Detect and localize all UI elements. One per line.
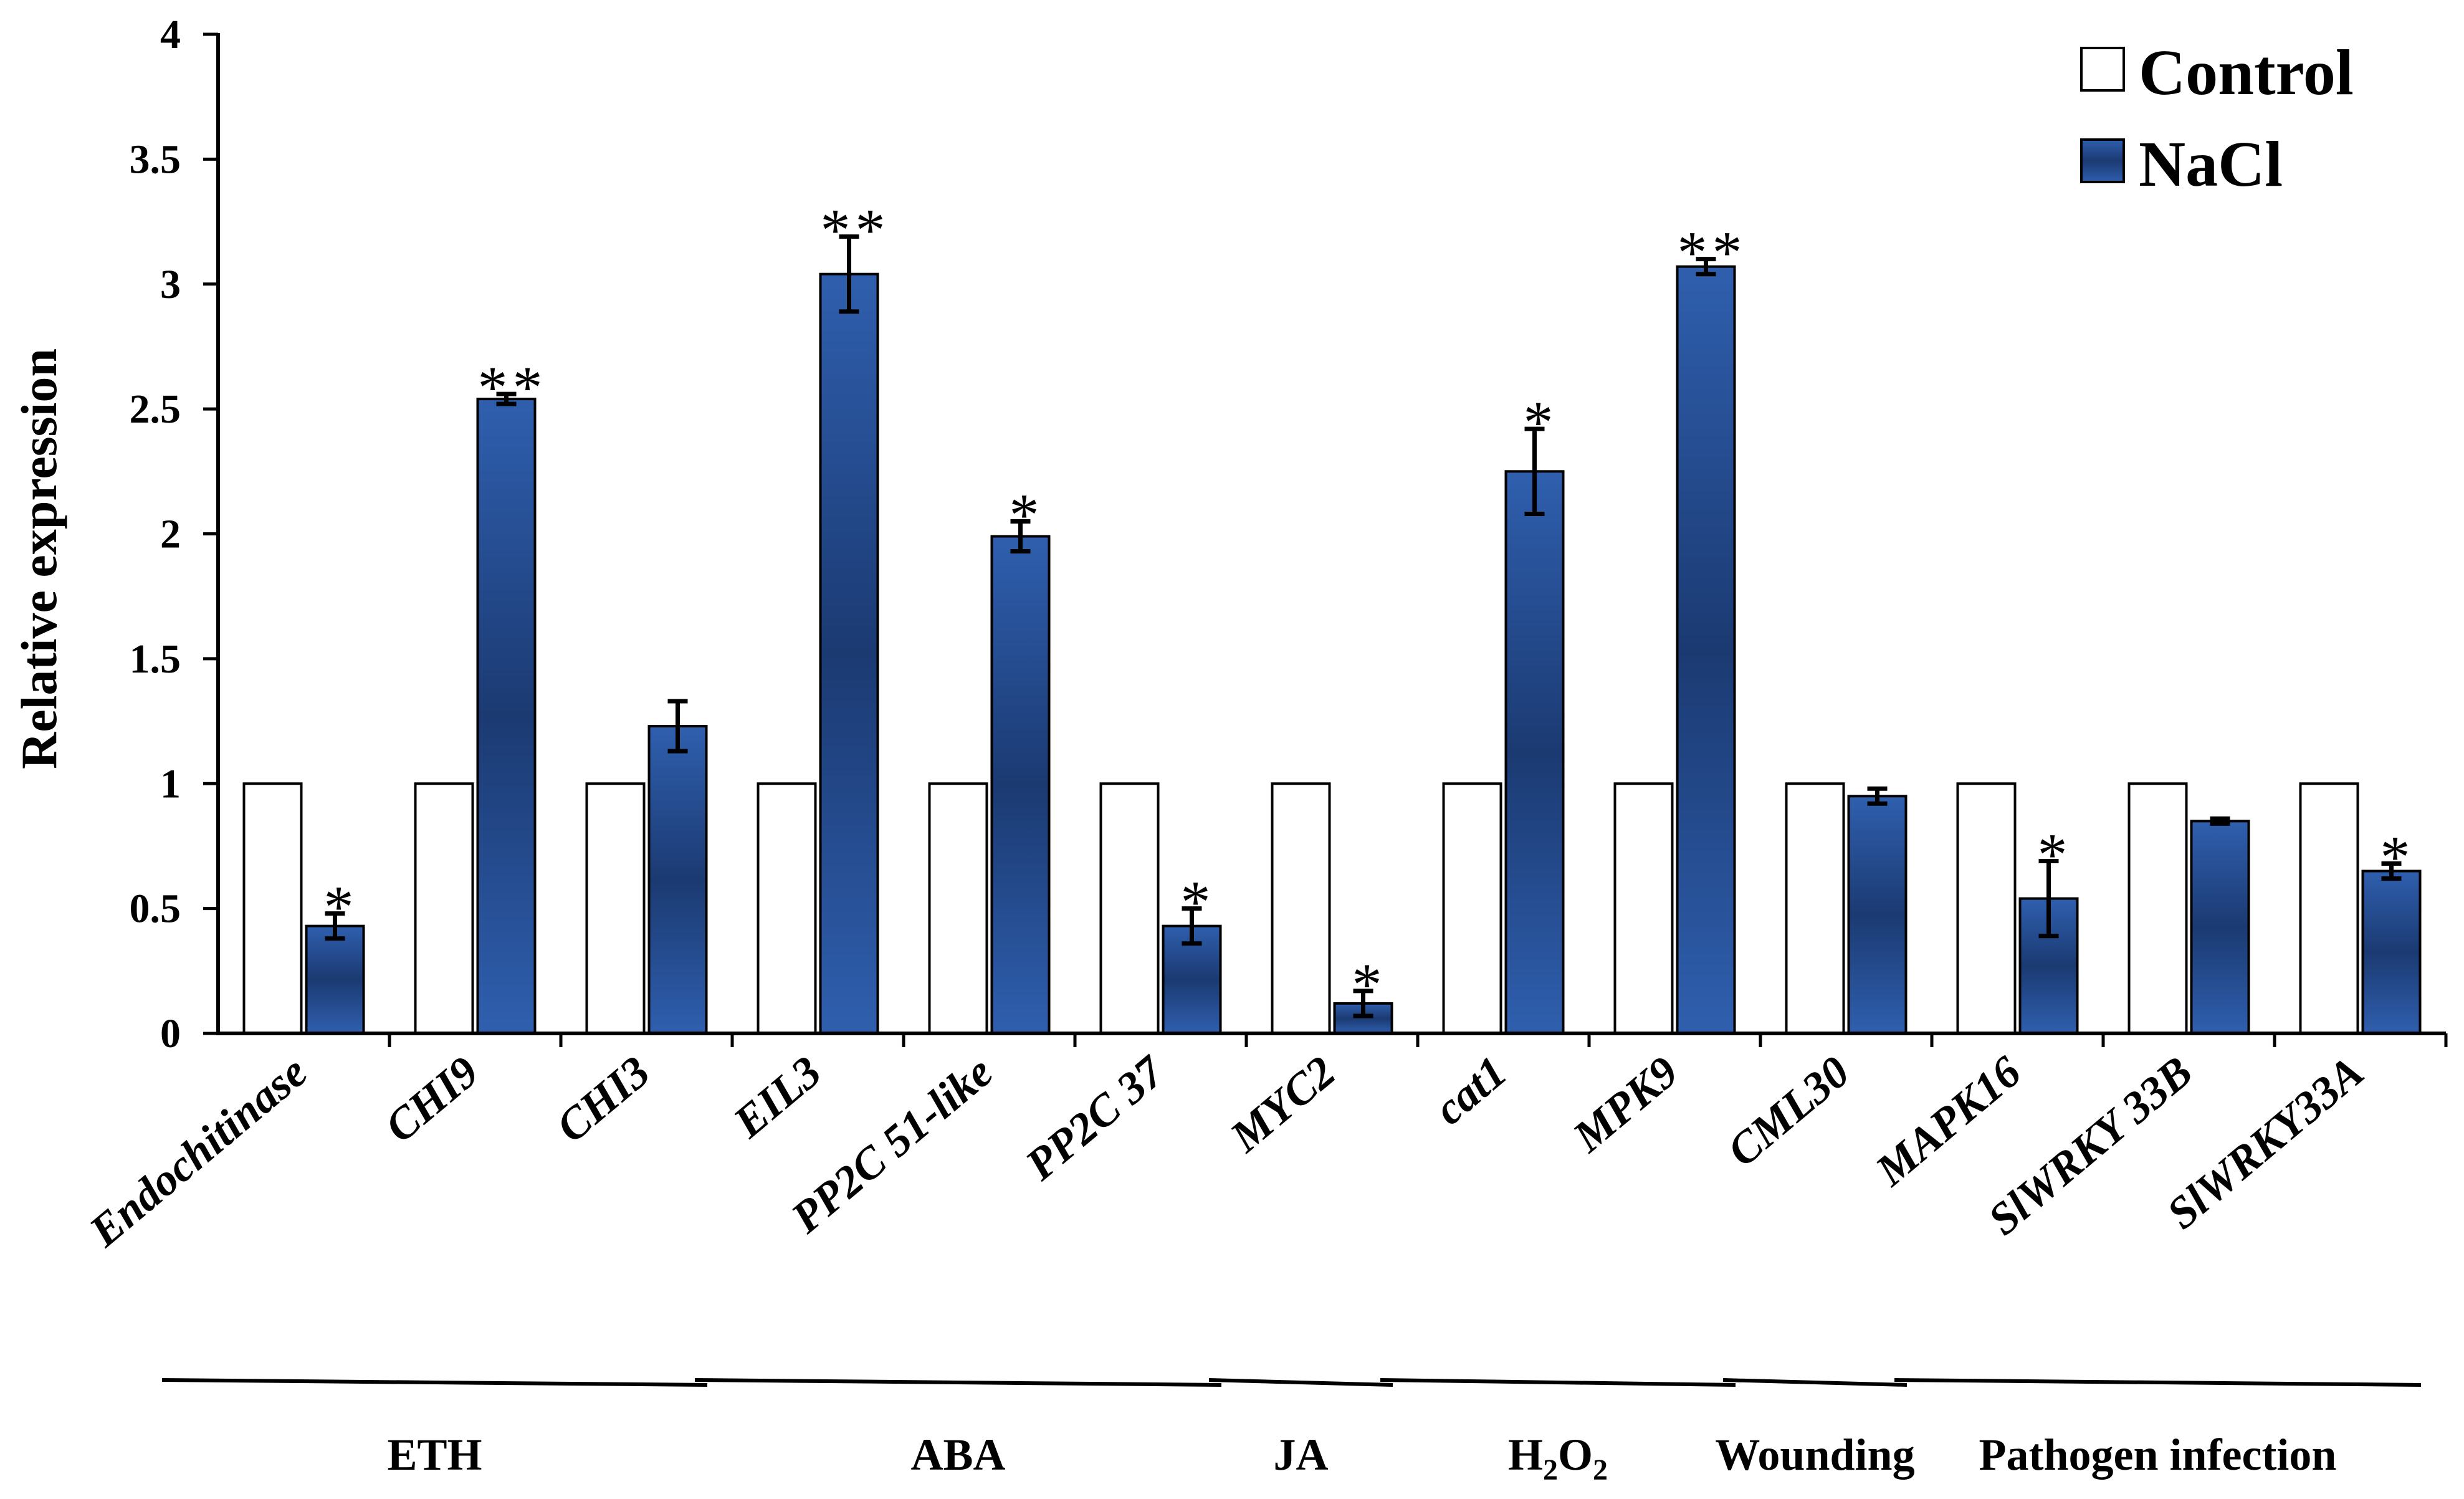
legend-label-nacl: NaCl — [2139, 128, 2283, 200]
legend-swatch-nacl — [2080, 138, 2125, 183]
nacl-bar-4 — [990, 535, 1051, 1035]
group-line-0 — [161, 1378, 708, 1387]
group-label-0: ETH — [387, 1430, 482, 1480]
significance-label-6: * — [1352, 951, 1387, 1018]
y-tick-label-4: 2 — [160, 512, 181, 557]
group-label-4: Wounding — [1715, 1430, 1914, 1480]
nacl-bar-8 — [1676, 265, 1736, 1035]
control-bar-1 — [414, 782, 474, 1035]
control-bar-0 — [242, 782, 303, 1035]
category-label-0: Endochitinase — [80, 1046, 317, 1257]
control-bar-9 — [1785, 782, 1845, 1035]
category-label-7: cat1 — [1425, 1046, 1516, 1134]
nacl-bar-3 — [819, 272, 879, 1035]
y-tick-label-0: 0 — [160, 1011, 181, 1056]
group-line-1 — [694, 1378, 1222, 1387]
group-label-1: ABA — [910, 1430, 1005, 1480]
group-label-2: JA — [1274, 1430, 1329, 1480]
significance-label-0: * — [324, 874, 359, 941]
significance-label-8: ** — [1678, 219, 1747, 286]
control-bar-4 — [928, 782, 988, 1035]
control-bar-7 — [1442, 782, 1502, 1035]
significance-label-3: ** — [821, 197, 891, 264]
control-bar-10 — [1956, 782, 2017, 1035]
nacl-bar-7 — [1504, 470, 1565, 1035]
significance-label-10: * — [2038, 821, 2073, 888]
control-bar-5 — [1099, 782, 1160, 1035]
category-label-5: PP2C 37 — [1016, 1045, 1175, 1190]
group-label-5: Pathogen infection — [1979, 1430, 2337, 1480]
significance-label-5: * — [1181, 869, 1216, 936]
y-tick-label-7: 3.5 — [130, 136, 181, 182]
y-tick-label-5: 2.5 — [130, 386, 181, 432]
y-tick-label-2: 1 — [160, 761, 181, 807]
nacl-bar-1 — [476, 398, 537, 1035]
category-label-10: MAPK16 — [1866, 1046, 2030, 1195]
group-line-4 — [1722, 1378, 1908, 1387]
nacl-bar-12 — [2361, 869, 2422, 1035]
control-bar-11 — [2127, 782, 2188, 1035]
y-tick-label-3: 1.5 — [130, 636, 181, 682]
group-label-3: H2O2 — [1508, 1430, 1608, 1487]
y-axis-title: Relative expression — [11, 348, 67, 769]
nacl-bar-9 — [1847, 795, 1908, 1035]
control-bar-12 — [2299, 782, 2359, 1035]
significance-label-7: * — [1524, 389, 1559, 456]
significance-label-12: * — [2380, 823, 2415, 890]
y-tick-label-6: 3 — [160, 262, 181, 307]
nacl-bar-2 — [647, 725, 708, 1035]
control-bar-2 — [585, 782, 646, 1035]
significance-label-1: ** — [478, 354, 548, 421]
legend-swatch-control — [2080, 47, 2125, 92]
category-label-2: CHI3 — [547, 1046, 659, 1152]
legend-label-control: Control — [2139, 37, 2354, 108]
nacl-bar-11 — [2190, 820, 2250, 1035]
nacl-bar-0 — [305, 924, 365, 1035]
category-label-6: MYC2 — [1220, 1046, 1344, 1162]
category-label-3: EIL3 — [723, 1046, 831, 1147]
category-label-1: CHI9 — [376, 1046, 488, 1152]
significance-label-4: * — [1010, 481, 1044, 548]
control-bar-6 — [1271, 782, 1331, 1035]
category-label-8: MPK9 — [1563, 1046, 1687, 1162]
control-bar-3 — [757, 782, 817, 1035]
y-tick-label-1: 0.5 — [130, 886, 181, 932]
control-bar-8 — [1613, 782, 1674, 1035]
group-line-2 — [1208, 1378, 1393, 1387]
group-line-3 — [1380, 1378, 1736, 1387]
y-tick-label-8: 4 — [160, 12, 181, 57]
category-label-9: CML30 — [1718, 1046, 1859, 1176]
group-line-5 — [1894, 1378, 2422, 1387]
